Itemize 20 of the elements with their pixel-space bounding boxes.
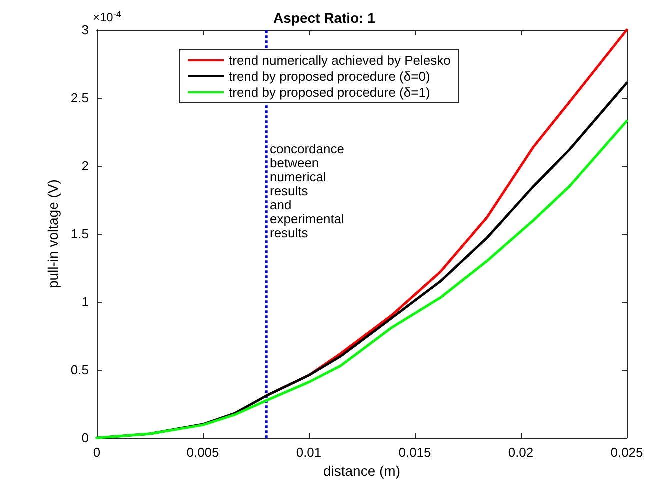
x-tick-label: 0 (93, 445, 101, 460)
x-tick-label: 0.015 (398, 445, 432, 460)
x-axis-title: distance (m) (323, 463, 401, 479)
x-tick-label: 0.02 (508, 445, 534, 460)
legend-label: trend by proposed procedure (δ=1) (229, 85, 430, 100)
y-tick-label: 1 (82, 294, 89, 310)
y-tick-label: 1.5 (70, 226, 89, 242)
y-axis-title: pull-in voltage (V) (45, 180, 62, 289)
x-tick-label: 0.005 (186, 445, 220, 460)
x-tick-label: 0.01 (296, 445, 322, 460)
y-tick-label: 0.5 (70, 362, 89, 378)
x-tick-label: 0.025 (610, 445, 644, 460)
legend-label: trend by proposed procedure (δ=0) (229, 69, 430, 84)
chart-title: Aspect Ratio: 1 (274, 10, 376, 26)
y-tick-label: 2 (82, 158, 89, 174)
legend-label: trend numerically achieved by Pelesko (229, 53, 451, 68)
y-tick-label: 0 (82, 430, 89, 446)
y-tick-label: 2.5 (70, 90, 89, 106)
y-tick-label: 3 (82, 22, 89, 38)
annotation: concordance between numerical results and experimental results (270, 142, 345, 240)
